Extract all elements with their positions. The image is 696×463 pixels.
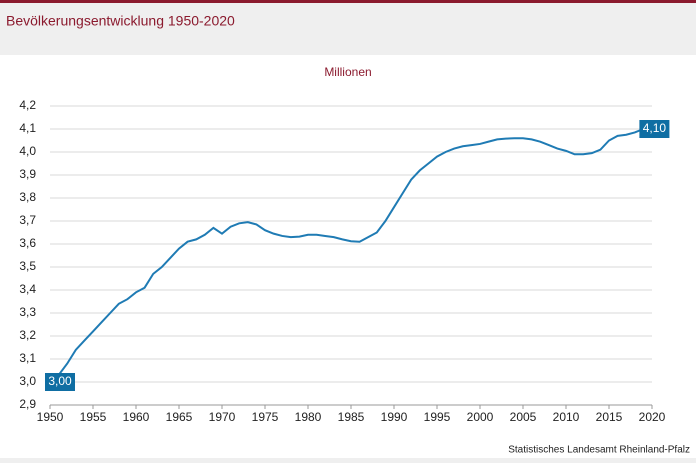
y-tick-label: 3,0 — [19, 374, 36, 388]
x-tick-label: 2005 — [510, 410, 537, 424]
x-tick-label: 1975 — [252, 410, 279, 424]
x-tick-label: 1995 — [424, 410, 451, 424]
top-bar — [0, 0, 696, 3]
value-label-box — [45, 373, 75, 391]
x-tick-label: 2010 — [553, 410, 580, 424]
y-tick-label: 4,0 — [19, 144, 36, 158]
y-tick-label: 3,7 — [19, 213, 36, 227]
y-tick-label: 3,5 — [19, 259, 36, 273]
source: Statistisches Landesamt Rheinland-Pfalz — [508, 445, 690, 456]
x-tick-label: 1955 — [80, 410, 107, 424]
y-tick-label: 3,8 — [19, 190, 36, 204]
y-tick-label: 3,9 — [19, 167, 36, 181]
y-tick-label: 4,1 — [19, 121, 36, 135]
y-tick-label: 3,2 — [19, 328, 36, 342]
x-tick-label: 2020 — [639, 410, 666, 424]
chart-title: Bevölkerungsentwicklung 1950-2020 — [6, 13, 235, 29]
x-tick-label: 1990 — [381, 410, 408, 424]
x-tick-label: 2000 — [467, 410, 494, 424]
y-tick-label: 3,4 — [19, 282, 36, 296]
x-tick-label: 2015 — [596, 410, 623, 424]
y-tick-label: 2,9 — [19, 397, 36, 411]
x-tick-label: 1980 — [295, 410, 322, 424]
y-tick-label: 3,6 — [19, 236, 36, 250]
y-tick-label: 4,2 — [19, 98, 36, 112]
line — [49, 128, 644, 383]
subtitle: Millionen — [324, 65, 371, 79]
value-label-box — [639, 120, 670, 138]
y-tick-label: 3,3 — [19, 305, 36, 319]
x-tick-label: 1970 — [209, 410, 236, 424]
value-label: 4,10 — [643, 121, 667, 135]
panel — [0, 55, 696, 458]
y-tick-label: 3,1 — [19, 351, 36, 365]
x-tick-label: 1965 — [166, 410, 193, 424]
x-tick-label: 1985 — [338, 410, 365, 424]
x-tick-label: 1960 — [123, 410, 150, 424]
x-tick-label: 1950 — [37, 410, 64, 424]
value-label: 3,00 — [48, 374, 72, 388]
